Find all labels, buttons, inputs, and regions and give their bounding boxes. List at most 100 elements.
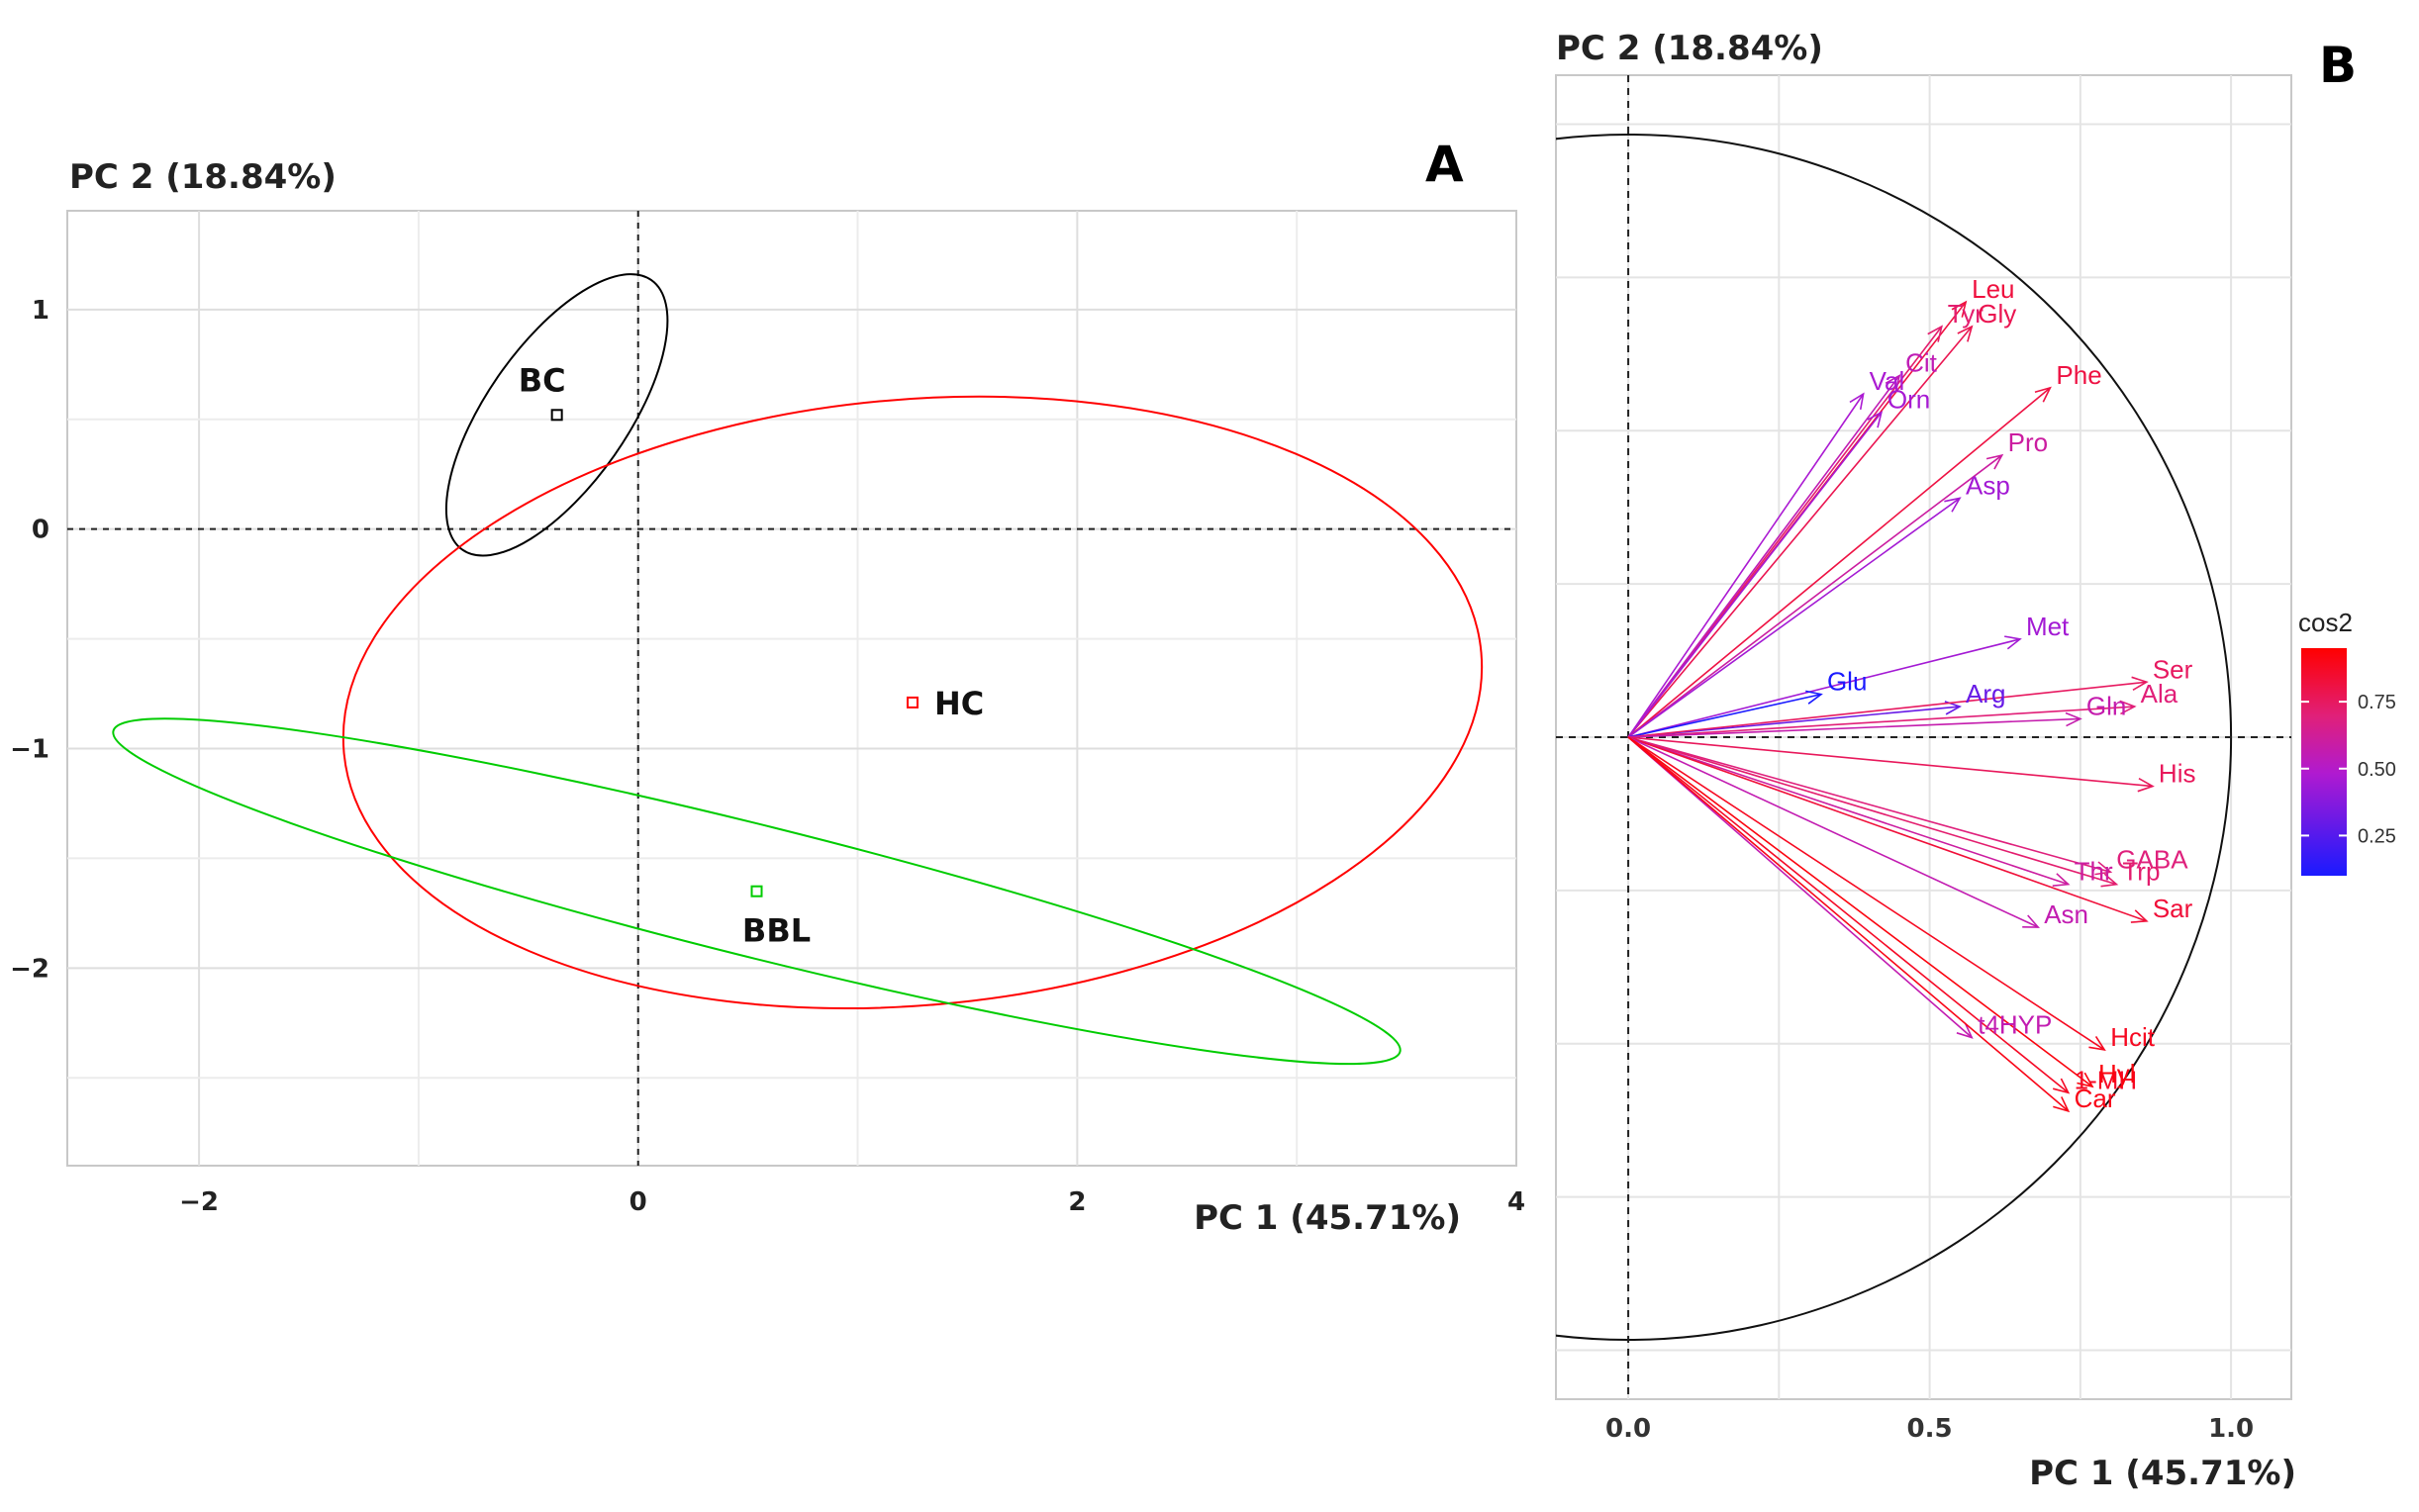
cos2-tick-label: 0.25 (2358, 825, 2396, 847)
variable-label-asp: Asp (1966, 470, 2010, 500)
x-tick-label: 1.0 (2208, 1414, 2254, 1444)
arrow-ala (1628, 706, 2135, 738)
variable-label-sar: Sar (2153, 894, 2193, 923)
variable-label-his: His (2159, 759, 2196, 789)
arrow-cit (1627, 375, 1900, 738)
arrow-hcit (1627, 736, 2105, 1051)
arrow-orn (1627, 412, 1883, 738)
panel-a-y-axis-title: PC 2 (18.84%) (69, 157, 337, 197)
variable-label-hyl: Hyl (2098, 1059, 2136, 1088)
panel-a-ellipses (112, 273, 1484, 1066)
arrow-glu (1627, 693, 1822, 738)
variable-label-t4hyp: t4HYP (1978, 1010, 2052, 1040)
variable-label-trp: Trp (2122, 857, 2160, 887)
arrowhead-1-mh (2052, 1078, 2071, 1094)
x-tick-label: 0.0 (1605, 1414, 1651, 1444)
arrowhead-gaba (2094, 861, 2113, 876)
variable-label-val: Val (1870, 366, 1905, 396)
variable-label-tyr: Tyr (1948, 299, 1984, 329)
y-tick-label: 1 (32, 296, 49, 326)
panel-a-plot-area (66, 210, 1517, 1167)
panel-b-x-axis-title: PC 1 (45.71%) (2029, 1454, 2296, 1493)
arrow-1-mh (1627, 736, 2070, 1093)
arrow-pro (1627, 454, 2003, 738)
cos2-tick-label: 0.50 (2358, 759, 2396, 781)
arrowhead-trp (2100, 873, 2119, 888)
variable-label-gly: Gly (1978, 299, 2016, 329)
variable-label-hcit: Hcit (2110, 1022, 2156, 1052)
panel-a-centroids (550, 409, 919, 898)
arrowhead-gln (2065, 711, 2082, 727)
arrowhead-phe (2034, 386, 2052, 403)
arrowhead-tyr (1927, 325, 1943, 342)
variable-label-gln: Gln (2086, 691, 2126, 720)
variable-label-ser: Ser (2153, 654, 2193, 684)
centroid-bbl (750, 885, 763, 898)
arrow-met (1627, 638, 2021, 738)
arrow-his (1628, 736, 2154, 788)
group-label-bc: BC (519, 361, 566, 399)
variable-label-cit: Cit (1905, 348, 1938, 378)
arrowhead-his (2137, 778, 2155, 793)
arrow-t4hyp (1627, 736, 1973, 1039)
variable-label-gaba: GABA (2116, 844, 2188, 874)
arrowhead-asn (2022, 914, 2040, 928)
arrowhead-t4hyp (1956, 1022, 1974, 1039)
arrow-gln (1628, 717, 2080, 738)
arrow-thr (1627, 736, 2069, 886)
x-tick-label: 0.5 (1907, 1414, 1953, 1444)
variable-label-phe: Phe (2056, 360, 2101, 390)
panel-b-y-axis-title: PC 2 (18.84%) (1556, 29, 1823, 68)
variable-label-arg: Arg (1966, 679, 2005, 709)
arrowhead-glu (1805, 690, 1823, 705)
panel-a-zero-lines (67, 211, 1516, 1166)
panel-a-letter: A (1425, 136, 1464, 193)
variable-label-1-mh: 1-MH (2075, 1065, 2138, 1094)
arrowhead-pro (1985, 453, 2004, 470)
arrowhead-val (1849, 392, 1865, 410)
panel-a-x-axis-title: PC 1 (45.71%) (1194, 1198, 1461, 1238)
variable-label-orn: Orn (1887, 385, 1930, 415)
ellipse-bbl (112, 717, 1402, 1066)
arrow-car (1627, 736, 2070, 1112)
arrowhead-orn (1867, 411, 1884, 428)
arrow-asp (1627, 497, 1961, 738)
arrowhead-asp (1944, 497, 1962, 513)
arrowhead-cit (1885, 373, 1901, 392)
arrowhead-ser (2131, 676, 2149, 691)
centroid-bc (550, 409, 563, 422)
x-tick-label: 0 (629, 1187, 647, 1217)
variable-label-pro: Pro (2008, 427, 2048, 457)
arrow-sar (1627, 736, 2148, 922)
arrowhead-met (2004, 635, 2022, 650)
panel-b-letter: B (2319, 37, 2357, 94)
arrow-asn (1627, 736, 2039, 928)
panel-a-ticks: −2 0 2 4 1 0 −1 −2 (10, 296, 1525, 1217)
arrow-ser (1627, 681, 2147, 738)
arrowhead-gly (1957, 325, 1974, 342)
cos2-legend-ticks: 0.75 0.50 0.25 (2301, 692, 2396, 847)
arrowhead-sar (2130, 909, 2149, 923)
arrow-hyl (1627, 736, 2093, 1087)
panel-b-variable-arrows (1627, 300, 2155, 1113)
variable-label-car: Car (2075, 1084, 2116, 1113)
x-tick-label: 4 (1507, 1187, 1525, 1217)
group-label-bbl: BBL (742, 912, 811, 950)
variable-label-met: Met (2026, 612, 2070, 641)
arrowhead-ala (2119, 700, 2137, 715)
arrowhead-car (2053, 1096, 2071, 1113)
panel-a-score-plot: BC HC BBL −2 0 2 4 1 0 −1 −2 PC 2 (18.84%) PC 1 (… (10, 136, 1525, 1238)
arrowhead-hyl (2077, 1072, 2094, 1088)
cos2-legend: cos2 0.75 0.50 0.25 (2298, 608, 2396, 876)
arrowhead-hcit (2088, 1036, 2106, 1051)
y-tick-label: −1 (10, 735, 49, 765)
panel-b-ticks: 0.0 0.5 1.0 (1605, 1414, 2254, 1444)
arrow-gly (1627, 326, 1973, 738)
variable-label-ala: Ala (2141, 679, 2178, 709)
variable-label-thr: Thr (2075, 857, 2113, 887)
x-tick-label: −2 (179, 1187, 219, 1217)
cos2-colorbar (2301, 648, 2347, 876)
